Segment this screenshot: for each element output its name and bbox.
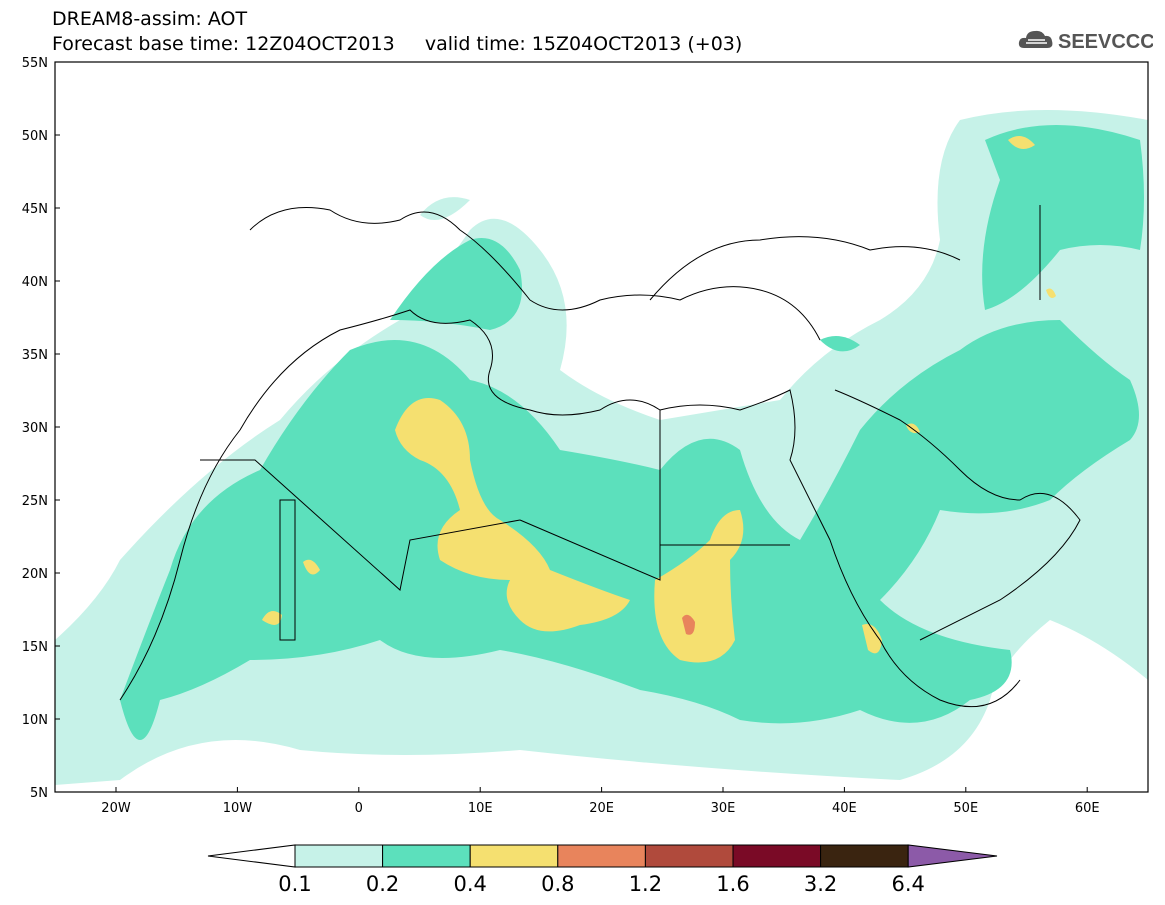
map-title: DREAM8-assim: AOT	[52, 8, 248, 30]
lat-tick-label: 5N	[30, 786, 48, 801]
colorbar-label: 1.6	[716, 872, 750, 896]
lon-tick-label: 40E	[832, 801, 857, 816]
lat-tick-label: 35N	[22, 348, 48, 363]
colorbar-label: 1.2	[628, 872, 663, 896]
colorbar-label: 0.4	[453, 872, 487, 896]
colorbar-segment	[294, 844, 384, 868]
lat-tick-label: 25N	[22, 494, 48, 509]
colorbar-segment	[382, 844, 471, 868]
lat-tick-label: 50N	[22, 129, 48, 144]
aot-class-0.2	[120, 125, 1144, 740]
colorbar-label: 0.8	[541, 872, 575, 896]
lon-tick-label: 10W	[223, 801, 253, 816]
lat-tick-label: 30N	[22, 421, 48, 436]
colorbar-lower-arrow	[207, 844, 296, 868]
colorbar-segment	[469, 844, 559, 868]
lon-tick-label: 60E	[1075, 801, 1100, 816]
colorbar-upper-arrow	[907, 844, 998, 868]
colorbar-segment	[644, 844, 734, 868]
coastlines	[119, 205, 1081, 708]
colorbar-label: 3.2	[803, 872, 838, 896]
latitude-axis: 55N 50N 45N 40N 35N 30N 25N 20N 15N 10N 5N	[22, 56, 60, 801]
lat-tick-label: 10N	[22, 713, 48, 728]
logo-text: SEEVCCC	[1058, 31, 1153, 53]
cloud-icon: SEEVCCC	[1018, 30, 1155, 53]
aot-class-0.4	[262, 136, 1056, 663]
colorbar-label: 6.4	[891, 872, 925, 896]
lat-tick-label: 55N	[22, 56, 48, 71]
seevccc-logo: SEEVCCC	[1018, 26, 1155, 54]
aot-class-0.8	[682, 614, 695, 635]
colorbar-segment	[732, 844, 822, 868]
lon-tick-label: 0	[355, 801, 363, 816]
colorbar-label: 0.1	[278, 872, 312, 896]
longitude-axis: 20W 10W 0 10E 20E 30E 40E 50E 60E	[101, 787, 1100, 816]
colorbar-label: 0.2	[365, 872, 400, 896]
colorbar-segment	[820, 844, 909, 868]
lon-tick-label: 20W	[101, 801, 131, 816]
lat-tick-label: 40N	[22, 275, 48, 290]
lon-tick-label: 30E	[711, 801, 736, 816]
forecast-time-line: Forecast base time: 12Z04OCT2013 valid t…	[52, 33, 743, 55]
lat-tick-label: 20N	[22, 567, 48, 582]
colorbar	[207, 844, 998, 868]
colorbar-segment	[557, 844, 646, 868]
lat-tick-label: 15N	[22, 640, 48, 655]
lat-tick-label: 45N	[22, 202, 48, 217]
lon-tick-label: 20E	[589, 801, 614, 816]
lon-tick-label: 50E	[953, 801, 978, 816]
lon-tick-label: 10E	[468, 801, 493, 816]
